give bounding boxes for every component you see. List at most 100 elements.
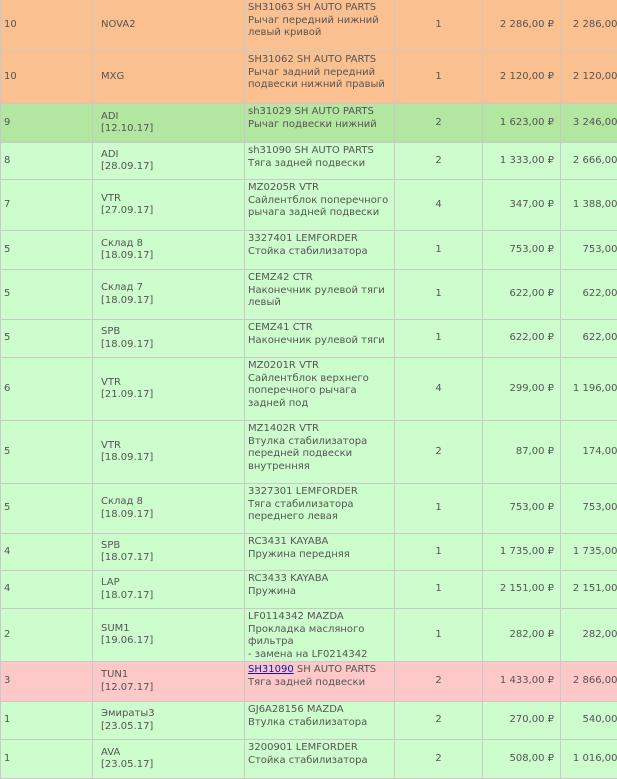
unit-price: 299,00 ₽: [483, 358, 561, 421]
table-row[interactable]: 8 ADI [28.09.17] sh31090 SH AUTO PARTS Т…: [1, 143, 617, 180]
line-total: 540,00 ₽: [561, 702, 617, 740]
part-desc-line: Тяга задней подвески: [248, 158, 391, 171]
part-cell: MZ0205R VTR Сайлентблок поперечного рыча…: [245, 180, 395, 231]
part-brand: SH AUTO PARTS: [297, 2, 376, 13]
line-total: 622,00 ₽: [561, 320, 617, 358]
supplier-date: [12.07.17]: [101, 682, 241, 695]
part-number: LF0114342: [248, 611, 304, 622]
line-total: 753,00 ₽: [561, 231, 617, 270]
supplier-date: [18.07.17]: [101, 552, 241, 565]
delivery-days: 3: [1, 662, 93, 702]
supplier-name: LAP: [101, 577, 241, 590]
delivery-days: 5: [1, 231, 93, 270]
part-brand: LEMFORDER: [296, 233, 358, 244]
part-brand: LEMFORDER: [296, 742, 358, 753]
part-desc-line: Втулка стабилизатора: [248, 436, 391, 449]
part-desc-line: переднего левая: [248, 511, 391, 524]
part-number: SH31062: [248, 54, 294, 65]
supplier-cell: ADI [12.10.17]: [93, 104, 245, 143]
supplier-name: SPB: [101, 540, 241, 553]
quantity: 1: [395, 609, 483, 662]
part-cell: GJ6A28156 MAZDA Втулка стабилизатора: [245, 702, 395, 740]
table-row[interactable]: 1 Эмираты3 [23.05.17] GJ6A28156 MAZDA Вт…: [1, 702, 617, 740]
table-row[interactable]: 2 SUM1 [19.06.17] LF0114342 MAZDA Прокла…: [1, 609, 617, 662]
quantity: 2: [395, 143, 483, 180]
part-brand: VTR: [299, 182, 319, 193]
part-number: sh31029: [248, 106, 291, 117]
unit-price: 1 333,00 ₽: [483, 143, 561, 180]
part-brand: LEMFORDER: [296, 486, 358, 497]
part-desc-line: рычага задней подвески: [248, 207, 391, 220]
supplier-date: [18.09.17]: [101, 250, 241, 263]
table-row[interactable]: 5 Склад 8 [18.09.17] 3327301 LEMFORDER Т…: [1, 484, 617, 534]
part-desc-line: Стойка стабилизатора: [248, 246, 391, 259]
supplier-name: SPB: [101, 326, 241, 339]
supplier-cell: SPB [18.07.17]: [93, 534, 245, 571]
supplier-name: VTR: [101, 193, 241, 206]
quantity: 2: [395, 662, 483, 702]
table-row[interactable]: 5 VTR [18.09.17] MZ1402R VTR Втулка стаб…: [1, 421, 617, 484]
quantity: 4: [395, 180, 483, 231]
supplier-name: VTR: [101, 440, 241, 453]
part-brand: MAZDA: [307, 704, 344, 715]
quantity: 1: [395, 534, 483, 571]
part-desc-line: Рычаг задний передний: [248, 67, 391, 80]
part-cell: MZ1402R VTR Втулка стабилизатора передне…: [245, 421, 395, 484]
part-cell: MZ0201R VTR Сайлентблок верхнего попереч…: [245, 358, 395, 421]
table-row[interactable]: 5 SPB [18.09.17] CEMZ41 CTR Наконечник р…: [1, 320, 617, 358]
supplier-name: ADI: [101, 149, 241, 162]
unit-price: 1 433,00 ₽: [483, 662, 561, 702]
supplier-cell: LAP [18.07.17]: [93, 571, 245, 609]
quantity: 2: [395, 421, 483, 484]
line-total: 622,00 ₽: [561, 270, 617, 320]
supplier-date: [18.09.17]: [101, 452, 241, 465]
part-number-link[interactable]: SH31090: [248, 664, 294, 675]
part-cell: CEMZ41 CTR Наконечник рулевой тяги: [245, 320, 395, 358]
line-total: 2 151,00 ₽: [561, 571, 617, 609]
part-cell: SH31063 SH AUTO PARTS Рычаг передний ниж…: [245, 0, 395, 52]
supplier-cell: VTR [27.09.17]: [93, 180, 245, 231]
delivery-days: 8: [1, 143, 93, 180]
table-row[interactable]: 4 SPB [18.07.17] RC3431 KAYABA Пружина п…: [1, 534, 617, 571]
line-total: 753,00 ₽: [561, 484, 617, 534]
unit-price: 753,00 ₽: [483, 231, 561, 270]
supplier-date: [12.10.17]: [101, 123, 241, 136]
table-row[interactable]: 5 Склад 7 [18.09.17] CEMZ42 CTR Наконечн…: [1, 270, 617, 320]
supplier-date: [19.06.17]: [101, 635, 241, 648]
table-row[interactable]: 7 VTR [27.09.17] MZ0205R VTR Сайлентблок…: [1, 180, 617, 231]
quantity: 2: [395, 702, 483, 740]
part-cell: RC3433 KAYABA Пружина: [245, 571, 395, 609]
delivery-days: 5: [1, 421, 93, 484]
quantity: 1: [395, 320, 483, 358]
delivery-days: 2: [1, 609, 93, 662]
table-row[interactable]: 10 MXG SH31062 SH AUTO PARTS Рычаг задни…: [1, 52, 617, 104]
part-number: CEMZ42: [248, 272, 290, 283]
table-row[interactable]: 9 ADI [12.10.17] sh31029 SH AUTO PARTS Р…: [1, 104, 617, 143]
part-desc-line: задней под: [248, 398, 391, 411]
table-row[interactable]: 3 TUN1 [12.07.17] SH31090 SH AUTO PARTS …: [1, 662, 617, 702]
part-number: SH31063: [248, 2, 294, 13]
delivery-days: 10: [1, 52, 93, 104]
supplier-cell: Склад 8 [18.09.17]: [93, 231, 245, 270]
supplier-date: [21.09.17]: [101, 389, 241, 402]
part-desc-line: Прокладка масляного: [248, 624, 391, 637]
unit-price: 1 735,00 ₽: [483, 534, 561, 571]
delivery-days: 7: [1, 180, 93, 231]
part-desc-line: Пружина передняя: [248, 549, 391, 562]
supplier-cell: VTR [21.09.17]: [93, 358, 245, 421]
part-desc-line: Втулка стабилизатора: [248, 717, 391, 730]
supplier-name: Склад 7: [101, 282, 241, 295]
line-total: 2 666,00 ₽: [561, 143, 617, 180]
table-row[interactable]: 5 Склад 8 [18.09.17] 3327401 LEMFORDER С…: [1, 231, 617, 270]
quantity: 1: [395, 231, 483, 270]
line-total: 1 735,00 ₽: [561, 534, 617, 571]
line-total: 3 246,00 ₽: [561, 104, 617, 143]
table-row[interactable]: 10 NOVA2 SH31063 SH AUTO PARTS Рычаг пер…: [1, 0, 617, 52]
delivery-days: 4: [1, 571, 93, 609]
table-row[interactable]: 4 LAP [18.07.17] RC3433 KAYABA Пружина 1…: [1, 571, 617, 609]
part-desc-line: Рычаг подвески нижний: [248, 119, 391, 132]
supplier-date: [18.09.17]: [101, 509, 241, 522]
table-row[interactable]: 6 VTR [21.09.17] MZ0201R VTR Сайлентблок…: [1, 358, 617, 421]
part-cell: SH31062 SH AUTO PARTS Рычаг задний перед…: [245, 52, 395, 104]
unit-price: 87,00 ₽: [483, 421, 561, 484]
